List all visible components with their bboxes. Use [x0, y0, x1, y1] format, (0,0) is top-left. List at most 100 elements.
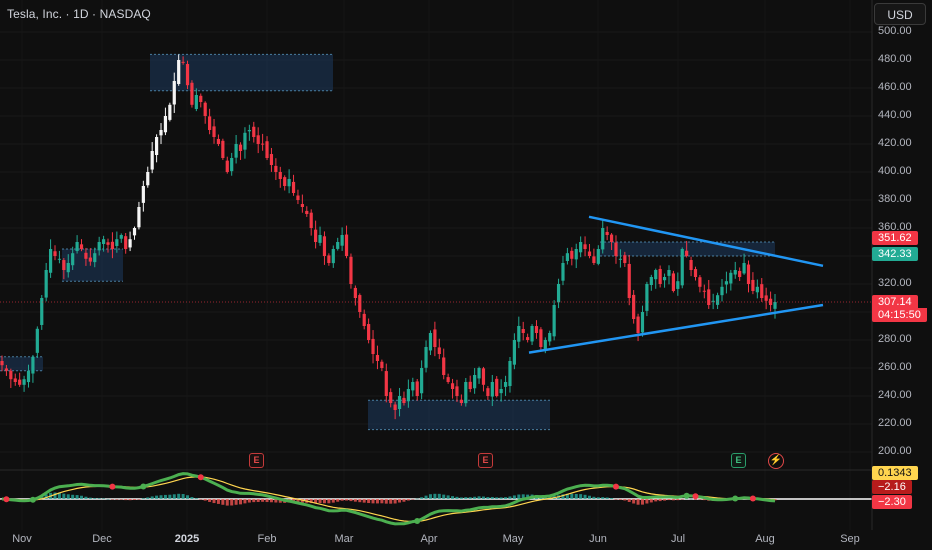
earnings-icon[interactable]: E [478, 453, 493, 468]
candle-body [132, 228, 137, 236]
crossover-dot [3, 496, 10, 503]
histogram-bar [596, 497, 600, 499]
histogram-bar [623, 499, 627, 501]
candle-body [340, 235, 344, 246]
histogram-bar [521, 494, 525, 499]
histogram-bar [243, 499, 247, 504]
histogram-bar [442, 494, 446, 499]
last-price-badge: 307.14 [872, 295, 918, 309]
histogram-bar [208, 499, 212, 502]
candle-body [300, 204, 304, 207]
lightning-icon[interactable]: ⚡ [768, 453, 784, 469]
histogram-bar [119, 499, 123, 500]
histogram-bar [658, 499, 662, 502]
price-tick-label: 320.00 [878, 277, 912, 289]
candlestick-series [0, 54, 777, 420]
candle-body [238, 144, 243, 151]
candle-body [486, 388, 490, 396]
price-tick-label: 440.00 [878, 109, 912, 121]
earnings-icon[interactable]: E [731, 453, 746, 468]
candle-body [503, 382, 508, 387]
candle-body [592, 256, 596, 263]
candle-body [512, 340, 516, 365]
candle-body [433, 329, 437, 347]
earnings-icon[interactable]: E [249, 453, 264, 468]
histogram-bar [420, 497, 424, 499]
histogram-bar [163, 494, 167, 499]
histogram-bar [627, 499, 631, 502]
candle-body [53, 251, 57, 256]
candle-body [459, 399, 463, 403]
histogram-bar [446, 495, 450, 499]
histogram-bar [402, 499, 406, 502]
candle-body [287, 179, 291, 187]
candle-body [389, 392, 393, 403]
candle-body [208, 116, 212, 130]
candle-body [764, 295, 768, 301]
candle-body [424, 347, 428, 368]
candle-body [314, 229, 318, 242]
histogram-bar [415, 498, 419, 500]
candle-body [265, 141, 269, 158]
histogram-bar [667, 499, 671, 501]
candle-body [428, 333, 433, 351]
countdown-badge: 04:15:50 [872, 308, 927, 322]
candle-body [402, 397, 406, 403]
candle-body [534, 326, 539, 333]
candle-body [552, 305, 556, 337]
candle-body [384, 371, 388, 396]
candle-body [521, 328, 525, 333]
candle-body [442, 357, 446, 375]
candle-body [543, 340, 547, 351]
candle-body [190, 82, 194, 105]
histogram-bar [614, 499, 618, 500]
histogram-bar [186, 495, 190, 499]
price-tick-label: 380.00 [878, 193, 912, 205]
symbol-title[interactable]: Tesla, Inc. · 1D · NASDAQ [7, 7, 151, 21]
candle-body [203, 102, 207, 116]
time-tick-label: Dec [92, 533, 112, 545]
candle-body [22, 379, 26, 385]
candle-body [88, 257, 92, 262]
histogram-bar [689, 498, 693, 500]
histogram-bar [663, 499, 667, 501]
histogram-bar [150, 496, 154, 499]
currency-button[interactable]: USD [874, 3, 926, 25]
price-tick-label: 480.00 [878, 53, 912, 65]
candle-body [464, 382, 468, 404]
candle-body [128, 239, 132, 248]
histogram-bar [225, 499, 229, 506]
histogram-bar [322, 499, 326, 504]
candle-body [420, 368, 424, 394]
time-tick-label: Apr [420, 533, 438, 545]
trendlines[interactable] [528, 215, 824, 354]
time-tick-label: Mar [334, 533, 354, 545]
histogram-bar [517, 494, 521, 499]
candle-body [327, 255, 331, 263]
histogram-bar [455, 496, 459, 499]
histogram-bar [702, 499, 706, 501]
histogram-bar [495, 497, 499, 499]
histogram-bar [62, 493, 66, 499]
histogram-bar [71, 494, 75, 499]
candle-body [579, 242, 583, 253]
histogram-bar [428, 494, 432, 499]
time-tick-label: Aug [755, 533, 775, 545]
candle-body [539, 329, 543, 347]
candle-body [517, 326, 521, 342]
candle-body [309, 212, 313, 228]
candle-body [450, 383, 455, 389]
price-tick-label: 420.00 [878, 137, 912, 149]
histogram-bar [508, 496, 512, 499]
histogram-bar [234, 499, 238, 505]
candle-body [110, 241, 115, 249]
histogram-bar [194, 498, 198, 499]
candle-body [570, 250, 574, 259]
histogram-bar [349, 499, 353, 502]
candle-body [640, 312, 645, 333]
indicator-value-3: −2.30 [872, 495, 912, 509]
macd-indicator-pane [0, 472, 872, 526]
candle-body [495, 378, 499, 396]
histogram-bar [685, 498, 689, 500]
